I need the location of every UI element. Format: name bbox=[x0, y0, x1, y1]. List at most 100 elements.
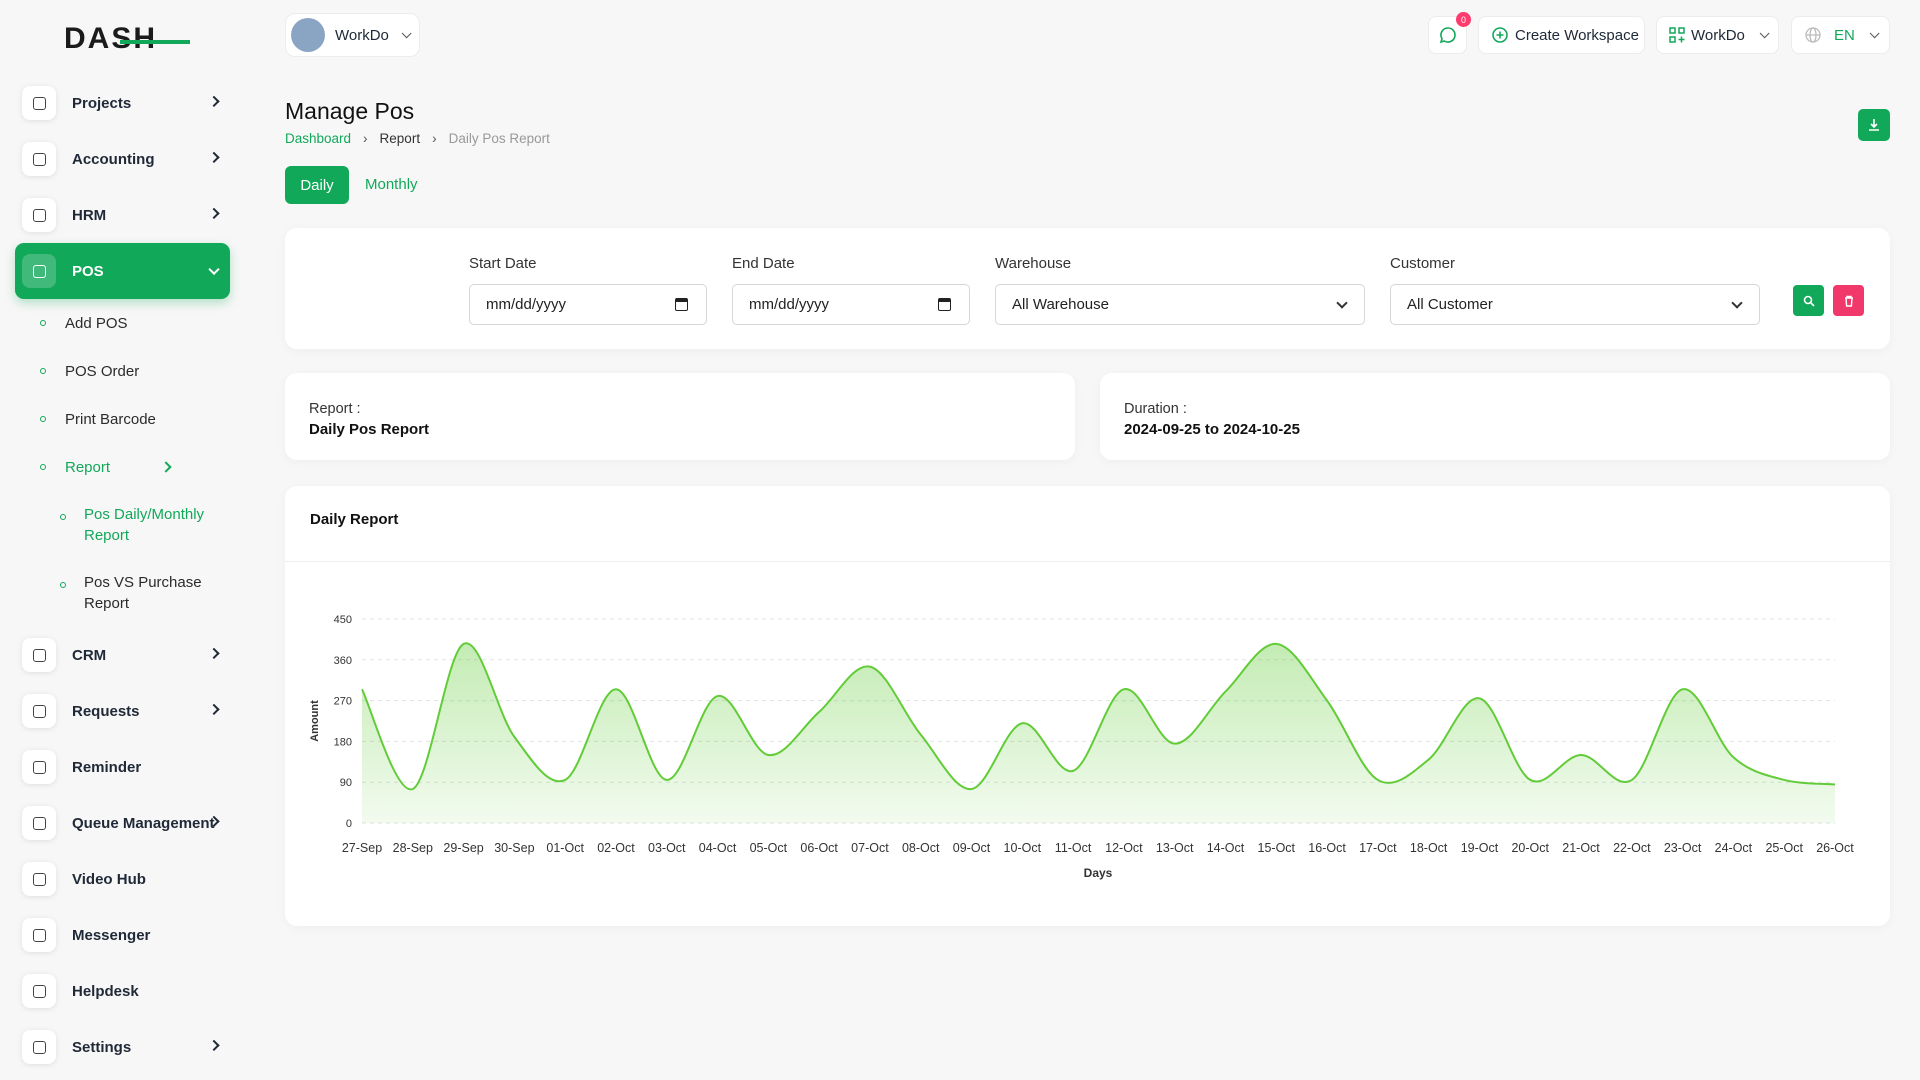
workspace-name: WorkDo bbox=[335, 27, 389, 44]
x-axis-title: Days bbox=[1084, 866, 1113, 880]
apps-icon bbox=[1669, 27, 1685, 43]
customer-select[interactable]: All Customer bbox=[1390, 284, 1760, 325]
start-date-input[interactable]: mm/dd/yyyy bbox=[469, 284, 707, 325]
nav-item[interactable]: Messenger bbox=[15, 907, 230, 963]
nav-label: Projects bbox=[72, 95, 131, 112]
x-tick-label: 27-Sep bbox=[342, 841, 382, 855]
nav-label: CRM bbox=[72, 647, 106, 664]
date-placeholder: mm/dd/yyyy bbox=[486, 296, 566, 313]
nav-item[interactable]: POS bbox=[15, 243, 230, 299]
filter-label: Start Date bbox=[469, 255, 537, 272]
nav-label: Add POS bbox=[65, 315, 128, 332]
nav-icon bbox=[22, 86, 56, 120]
nav-subitem[interactable]: Pos Daily/Monthly Report bbox=[0, 491, 245, 559]
filter-label: Customer bbox=[1390, 255, 1455, 272]
nav-icon-glyph bbox=[33, 209, 46, 222]
nav-subitem[interactable]: Add POS bbox=[0, 299, 245, 347]
x-tick-label: 21-Oct bbox=[1562, 841, 1600, 855]
nav-icon-glyph bbox=[33, 761, 46, 774]
nav-chevron bbox=[208, 152, 219, 163]
nav-icon bbox=[22, 142, 56, 176]
x-tick-label: 15-Oct bbox=[1258, 841, 1296, 855]
trash-icon bbox=[1843, 295, 1855, 307]
nav-chevron bbox=[208, 1040, 219, 1051]
workspace-switcher[interactable]: WorkDo bbox=[285, 13, 420, 57]
nav-label: POS Order bbox=[65, 363, 139, 380]
nav-dot bbox=[60, 514, 66, 520]
nav-icon-glyph bbox=[33, 985, 46, 998]
x-tick-label: 17-Oct bbox=[1359, 841, 1397, 855]
nav-item[interactable]: Video Hub bbox=[15, 851, 230, 907]
nav-item[interactable]: CRM bbox=[15, 627, 230, 683]
nav-item[interactable]: Reminder bbox=[15, 739, 230, 795]
language-code: EN bbox=[1834, 27, 1855, 44]
nav-dot bbox=[60, 582, 66, 588]
nav-icon-glyph bbox=[33, 1041, 46, 1054]
x-tick-label: 03-Oct bbox=[648, 841, 686, 855]
warehouse-select[interactable]: All Warehouse bbox=[995, 284, 1365, 325]
reset-button[interactable] bbox=[1833, 285, 1864, 316]
nav-dot bbox=[40, 368, 46, 374]
nav-label: POS bbox=[72, 263, 104, 280]
nav-item[interactable]: Projects bbox=[15, 75, 230, 131]
download-button[interactable] bbox=[1858, 109, 1890, 141]
nav-label: Requests bbox=[72, 703, 140, 720]
nav-subitem[interactable]: Pos VS Purchase Report bbox=[0, 559, 245, 627]
y-tick-label: 180 bbox=[334, 736, 352, 748]
nav-subitem[interactable]: Report bbox=[0, 443, 245, 491]
search-button[interactable] bbox=[1793, 285, 1824, 316]
sidebar: Projects AccountingHRM POS Add POS POS Order… bbox=[0, 75, 245, 1075]
nav-chevron bbox=[160, 461, 171, 472]
breadcrumb-current: Daily Pos Report bbox=[449, 131, 550, 146]
language-menu[interactable]: EN bbox=[1791, 16, 1890, 54]
create-workspace-label: Create Workspace bbox=[1515, 27, 1639, 44]
nav-item[interactable]: Accounting bbox=[15, 131, 230, 187]
nav-subitem[interactable]: POS Order bbox=[0, 347, 245, 395]
nav-item[interactable]: Queue Management bbox=[15, 795, 230, 851]
x-tick-label: 05-Oct bbox=[750, 841, 788, 855]
x-tick-label: 11-Oct bbox=[1055, 841, 1092, 855]
breadcrumb-separator: › bbox=[363, 131, 368, 146]
nav-item[interactable]: Settings bbox=[15, 1019, 230, 1075]
nav-subitem[interactable]: Print Barcode bbox=[0, 395, 245, 443]
messages-button[interactable]: 0 bbox=[1428, 16, 1467, 54]
tab-daily[interactable]: Daily bbox=[285, 166, 349, 204]
x-tick-label: 28-Sep bbox=[393, 841, 433, 855]
x-tick-label: 12-Oct bbox=[1105, 841, 1143, 855]
area-fill bbox=[362, 643, 1835, 823]
nav-item[interactable]: HRM bbox=[15, 187, 230, 243]
y-tick-label: 0 bbox=[346, 818, 352, 830]
nav-icon-glyph bbox=[33, 153, 46, 166]
nav-label: Reminder bbox=[72, 759, 141, 776]
x-tick-label: 25-Oct bbox=[1765, 841, 1803, 855]
calendar-icon bbox=[938, 298, 951, 311]
x-tick-label: 29-Sep bbox=[443, 841, 483, 855]
calendar-icon bbox=[675, 298, 688, 311]
breadcrumb-link[interactable]: Report bbox=[380, 131, 421, 146]
logo-accent bbox=[120, 40, 190, 44]
nav-icon bbox=[22, 918, 56, 952]
nav-icon-glyph bbox=[33, 649, 46, 662]
y-axis-title: Amount bbox=[309, 700, 321, 742]
breadcrumb-separator: › bbox=[432, 131, 437, 146]
dropdown-caret bbox=[402, 28, 412, 38]
nav-chevron bbox=[208, 96, 219, 107]
breadcrumb-link[interactable]: Dashboard bbox=[285, 131, 351, 146]
nav-icon-glyph bbox=[33, 265, 46, 278]
download-icon bbox=[1867, 118, 1881, 132]
x-tick-label: 02-Oct bbox=[597, 841, 635, 855]
x-tick-label: 10-Oct bbox=[1004, 841, 1042, 855]
user-menu[interactable]: WorkDo bbox=[1656, 16, 1779, 54]
nav-chevron bbox=[208, 208, 219, 219]
x-tick-label: 08-Oct bbox=[902, 841, 940, 855]
end-date-input[interactable]: mm/dd/yyyy bbox=[732, 284, 970, 325]
nav-icon bbox=[22, 1030, 56, 1064]
create-workspace-button[interactable]: Create Workspace bbox=[1478, 16, 1645, 54]
nav-icon-glyph bbox=[33, 817, 46, 830]
nav-label: Pos Daily/Monthly Report bbox=[84, 504, 205, 546]
tab-monthly[interactable]: Monthly bbox=[365, 176, 418, 193]
nav-item[interactable]: Helpdesk bbox=[15, 963, 230, 1019]
nav-item[interactable]: Requests bbox=[15, 683, 230, 739]
logo[interactable]: DASH bbox=[64, 22, 157, 56]
nav-dot bbox=[40, 416, 46, 422]
